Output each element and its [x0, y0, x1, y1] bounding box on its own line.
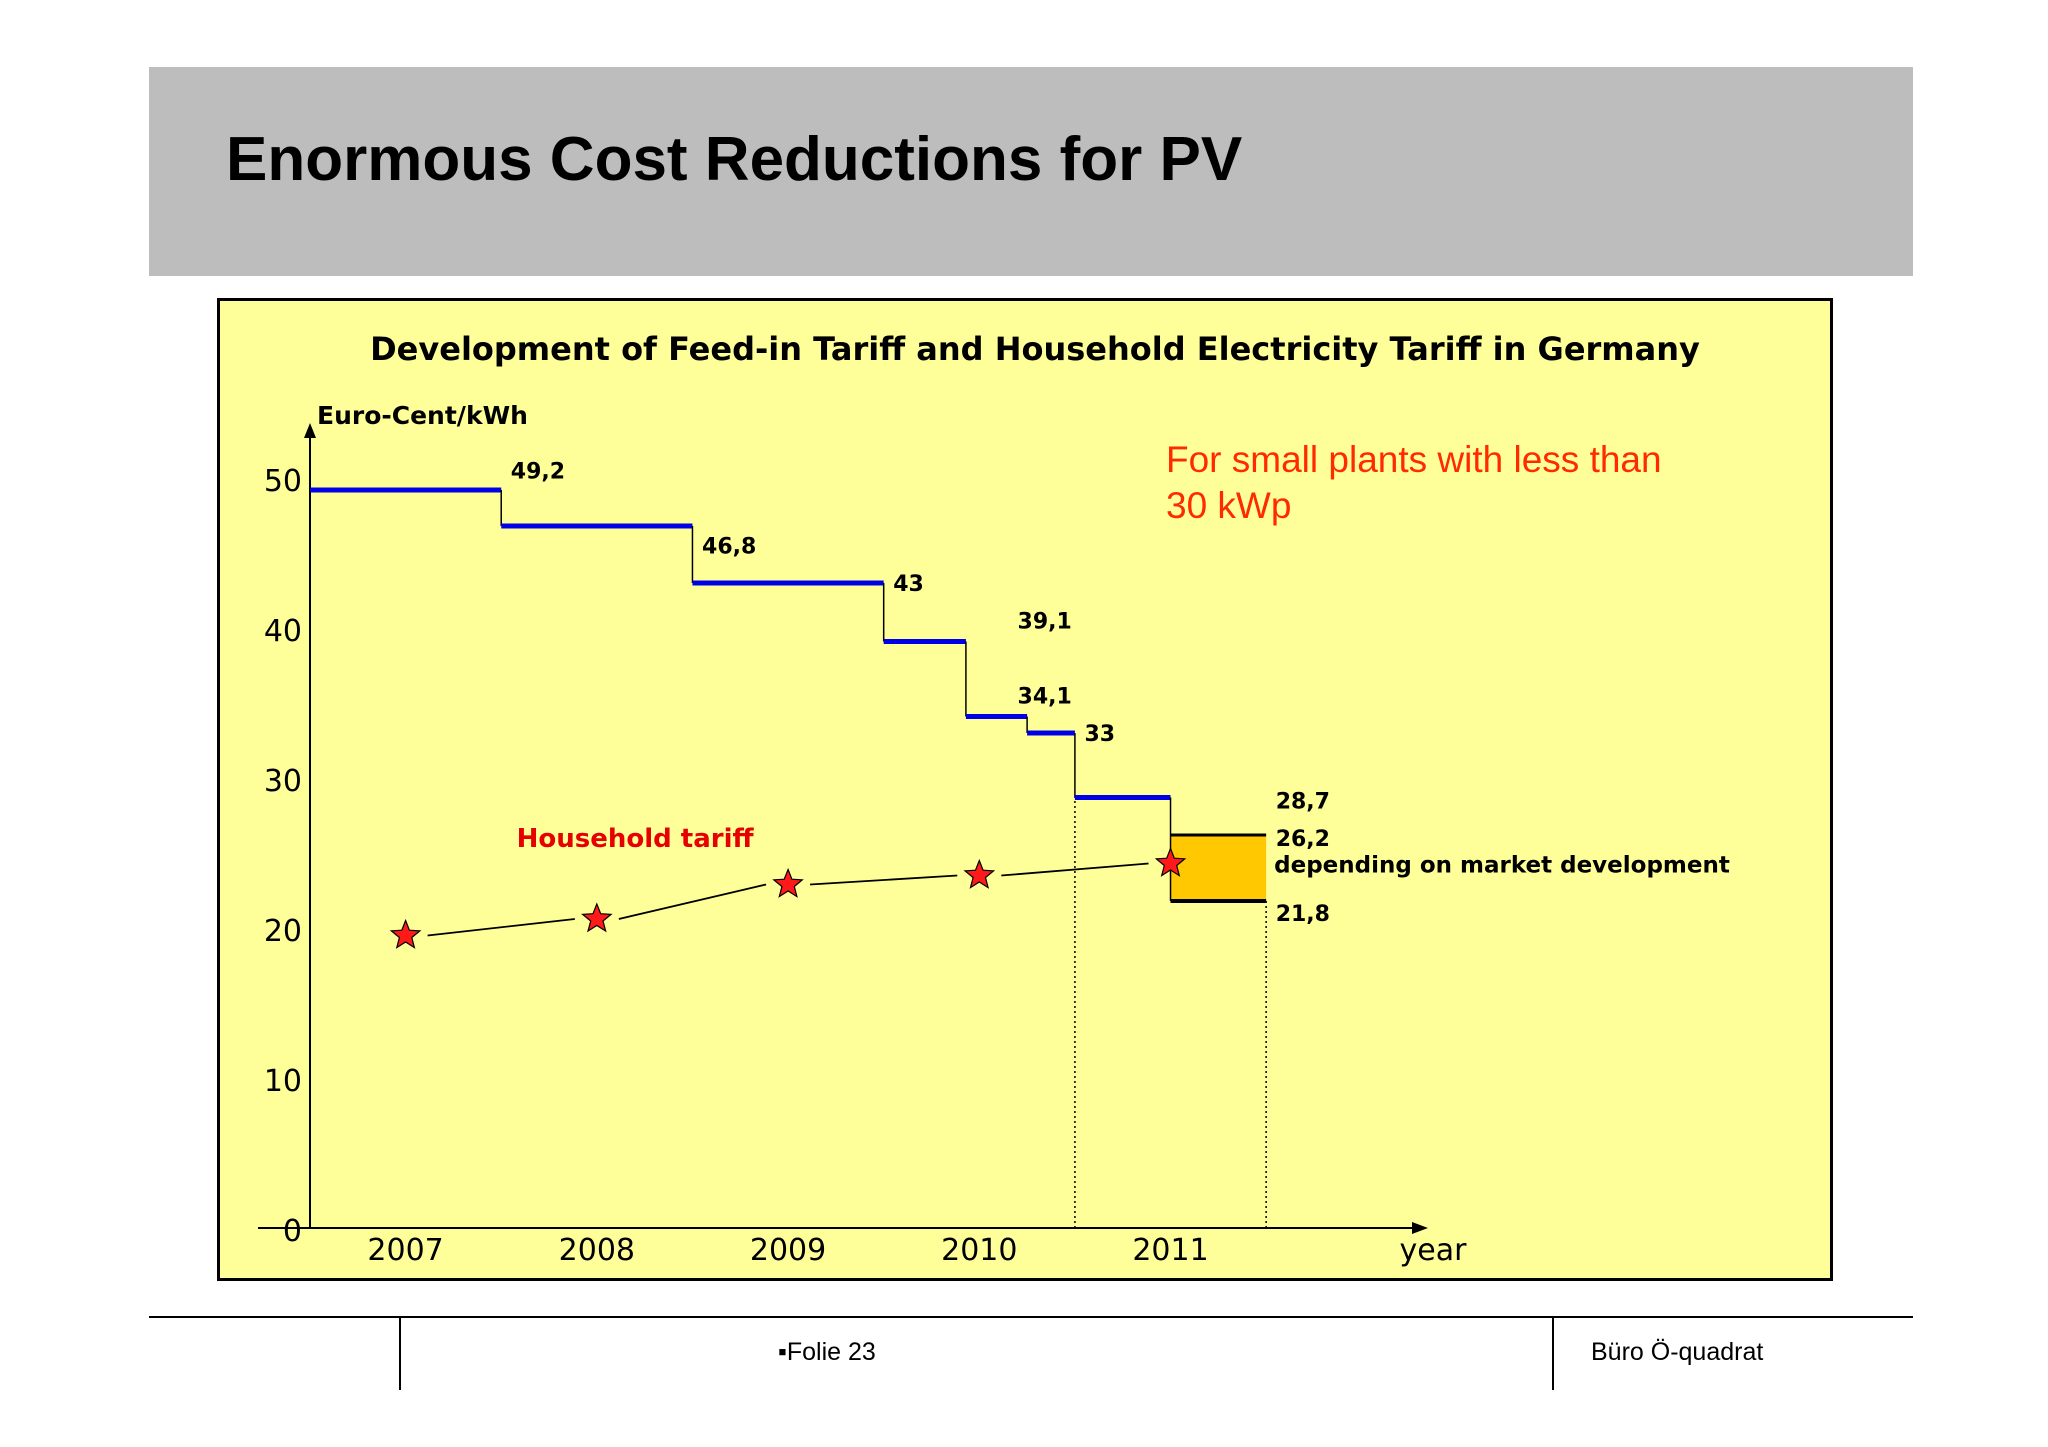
- household-line: [427, 918, 575, 937]
- x-axis-arrow: [1412, 1222, 1428, 1234]
- y-tick-label: 10: [264, 1064, 302, 1099]
- x-axis-label: year: [1400, 1233, 1468, 1268]
- data-label: 43: [893, 572, 924, 597]
- data-label: 39,1: [1018, 610, 1072, 635]
- y-tick-label: 30: [264, 764, 302, 799]
- organization-name: Büro Ö-quadrat: [1591, 1338, 1764, 1366]
- household-tariff-label: Household tariff: [517, 824, 755, 854]
- household-star-marker: [772, 867, 804, 898]
- data-label: 28,7: [1276, 790, 1330, 815]
- household-star-marker: [963, 858, 996, 889]
- x-tick-label: 2010: [941, 1233, 1017, 1268]
- household-star-marker: [1154, 846, 1187, 877]
- chart-panel: [217, 298, 1833, 1281]
- y-tick-label: 20: [264, 914, 302, 949]
- data-label: 49,2: [511, 460, 565, 485]
- footer-divider: [1552, 1316, 1554, 1390]
- x-tick-label: 2007: [367, 1233, 443, 1268]
- x-tick-label: 2009: [750, 1233, 826, 1268]
- household-star-marker: [389, 918, 422, 949]
- household-line: [618, 883, 767, 920]
- household-line: [1001, 862, 1149, 877]
- data-label: 33: [1084, 722, 1115, 747]
- slide-title: Enormous Cost Reductions for PV: [226, 125, 1243, 194]
- data-label: 34,1: [1018, 685, 1072, 710]
- data-label: 21,8: [1276, 902, 1330, 927]
- footer-divider: [399, 1316, 401, 1390]
- y-tick-label: 40: [264, 614, 302, 649]
- chart-title: Development of Feed-in Tariff and Househ…: [370, 330, 1700, 368]
- household-line: [810, 874, 958, 886]
- y-tick-label: 0: [283, 1214, 302, 1249]
- footer-rule: [149, 1316, 1913, 1318]
- data-label: 46,8: [702, 535, 756, 560]
- x-tick-label: 2011: [1132, 1233, 1208, 1268]
- note-text: 30 kWp: [1166, 485, 1291, 526]
- y-tick-label: 50: [264, 464, 302, 499]
- household-star-marker: [581, 902, 613, 933]
- range-box: [1170, 835, 1267, 901]
- data-label: 26,2: [1276, 827, 1330, 852]
- range-label: depending on market development: [1274, 853, 1730, 879]
- title-band: [149, 67, 1913, 276]
- y-axis-label: Euro-Cent/kWh: [317, 401, 528, 430]
- slide-number: ▪Folie 23: [778, 1338, 876, 1366]
- y-axis-arrow: [304, 423, 316, 438]
- x-tick-label: 2008: [559, 1233, 635, 1268]
- note-text: For small plants with less than: [1166, 439, 1662, 480]
